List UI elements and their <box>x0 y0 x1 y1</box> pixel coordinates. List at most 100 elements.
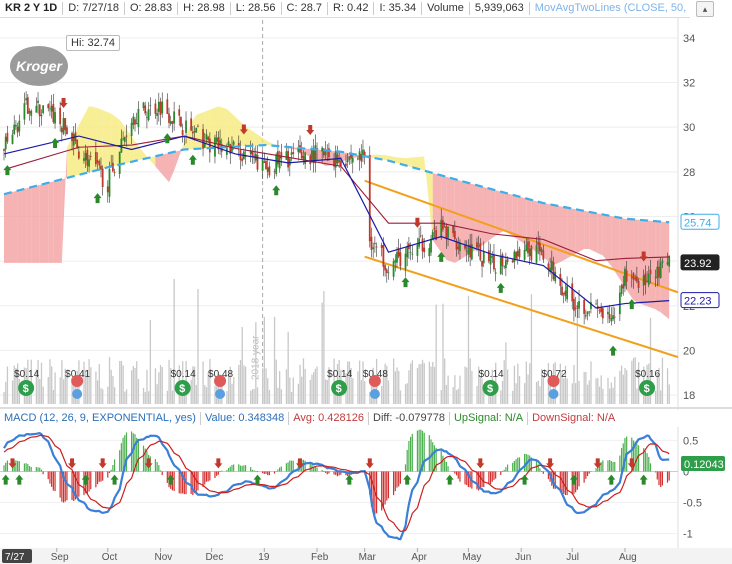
macd-hist-bar <box>125 432 128 472</box>
volume-bar <box>358 360 361 404</box>
buy-signal-arrow <box>437 251 446 262</box>
buy-signal-arrow <box>627 299 636 310</box>
candle-body <box>503 265 506 267</box>
candle-body <box>35 105 38 113</box>
candle-body <box>419 235 422 237</box>
candle-body <box>346 159 349 163</box>
macd-up-arrow <box>81 474 90 485</box>
macd-hist-bar <box>505 467 507 472</box>
candle-body <box>362 149 364 158</box>
cloud-segment <box>369 154 375 159</box>
macd-hist-bar <box>90 471 92 490</box>
cloud-segment <box>245 126 255 147</box>
candle-body <box>173 111 176 124</box>
macd-upsignal: UpSignal: N/A <box>450 412 529 425</box>
candle-body <box>406 246 409 258</box>
volume-bar <box>348 361 351 404</box>
macd-hist-bar <box>590 471 592 472</box>
candle-body <box>154 103 157 114</box>
candle-body <box>113 172 116 173</box>
candle-body <box>659 262 662 278</box>
candle-body <box>661 260 664 264</box>
cloud-segment <box>396 157 406 166</box>
candle-body <box>285 151 288 160</box>
macd-hist-bar <box>277 469 279 472</box>
volume-bar <box>636 388 638 404</box>
volume-bar <box>37 360 39 404</box>
macd-down-arrow <box>8 458 17 469</box>
candle-body <box>481 260 483 267</box>
macd-up-arrow <box>607 474 616 485</box>
volume-bar <box>503 360 505 404</box>
symbol-label[interactable]: KR 2 Y 1D <box>0 2 64 15</box>
volume-bar <box>90 367 92 404</box>
candle-body <box>504 260 507 269</box>
macd-hist-bar <box>600 462 602 472</box>
macd-hist-bar <box>392 471 395 496</box>
candle-body <box>16 126 19 133</box>
cloud-segment <box>39 182 49 263</box>
candle-body <box>324 150 327 156</box>
cloud-segment <box>495 190 505 236</box>
volume-bar <box>559 363 562 404</box>
candle-body <box>642 275 645 286</box>
annotation-label: $0.14 <box>14 369 39 380</box>
macd-study-label[interactable]: MACD (12, 26, 9, EXPONENTIAL, yes) <box>0 412 201 425</box>
macd-hist-bar <box>110 469 112 472</box>
volume-bar <box>392 358 395 404</box>
volume-bar <box>168 359 170 404</box>
cloud-segment <box>553 205 563 266</box>
volume-bar <box>207 372 209 404</box>
volume-bar <box>95 371 97 404</box>
volume-bar <box>40 362 43 404</box>
macd-hist-bar <box>137 441 139 472</box>
cloud-segment <box>155 155 161 173</box>
macd-hist-bar <box>585 471 587 479</box>
macd-hist-bar <box>216 471 218 476</box>
macd-hist-bar <box>432 442 434 472</box>
candle-body <box>322 148 325 156</box>
study-label[interactable]: MovAvgTwoLines (CLOSE, 50, <box>534 2 687 14</box>
macd-hist-bar <box>261 471 264 474</box>
macd-hist-bar <box>42 471 44 475</box>
macd-hist-bar <box>609 459 611 472</box>
volume-bar <box>3 391 5 404</box>
macd-hist-bar <box>491 471 493 482</box>
collapse-header-button[interactable]: ▴ <box>696 1 714 17</box>
volume-bar <box>500 390 502 404</box>
volume-bar <box>512 390 514 404</box>
candle-body <box>491 256 494 258</box>
macd-hist-bar <box>506 464 509 472</box>
buy-signal-arrow <box>496 282 505 293</box>
buy-signal-arrow <box>51 138 60 148</box>
candle-body <box>464 244 466 249</box>
candle-body <box>564 290 567 297</box>
volume-bar <box>518 375 521 404</box>
macd-hist-bar <box>17 460 19 472</box>
macd-hist-bar <box>447 466 449 472</box>
volume-bar <box>144 391 146 404</box>
annotation-label: $0.41 <box>65 369 90 380</box>
candle-body <box>118 151 121 174</box>
volume-bar <box>350 367 352 404</box>
volume-bar <box>666 368 669 404</box>
candle-body <box>266 167 269 172</box>
macd-hist-bar <box>620 447 623 472</box>
volume-bar <box>619 370 621 404</box>
macd-hist-bar <box>636 443 638 472</box>
candle-body <box>37 100 39 103</box>
volume-bar <box>61 360 63 404</box>
candle-body <box>632 273 635 280</box>
macd-hist-bar <box>120 443 122 472</box>
macd-hist-bar <box>479 471 481 489</box>
volume-bar <box>149 319 152 404</box>
annotation-label: $0.14 <box>327 369 352 380</box>
volume-bar <box>285 369 288 404</box>
time-axis-label: Oct <box>102 552 118 563</box>
cloud-segment <box>602 214 612 267</box>
volume-bar <box>173 278 175 404</box>
cloud-segment <box>619 217 625 288</box>
cloud-segment <box>262 137 268 146</box>
candle-body <box>372 247 375 249</box>
